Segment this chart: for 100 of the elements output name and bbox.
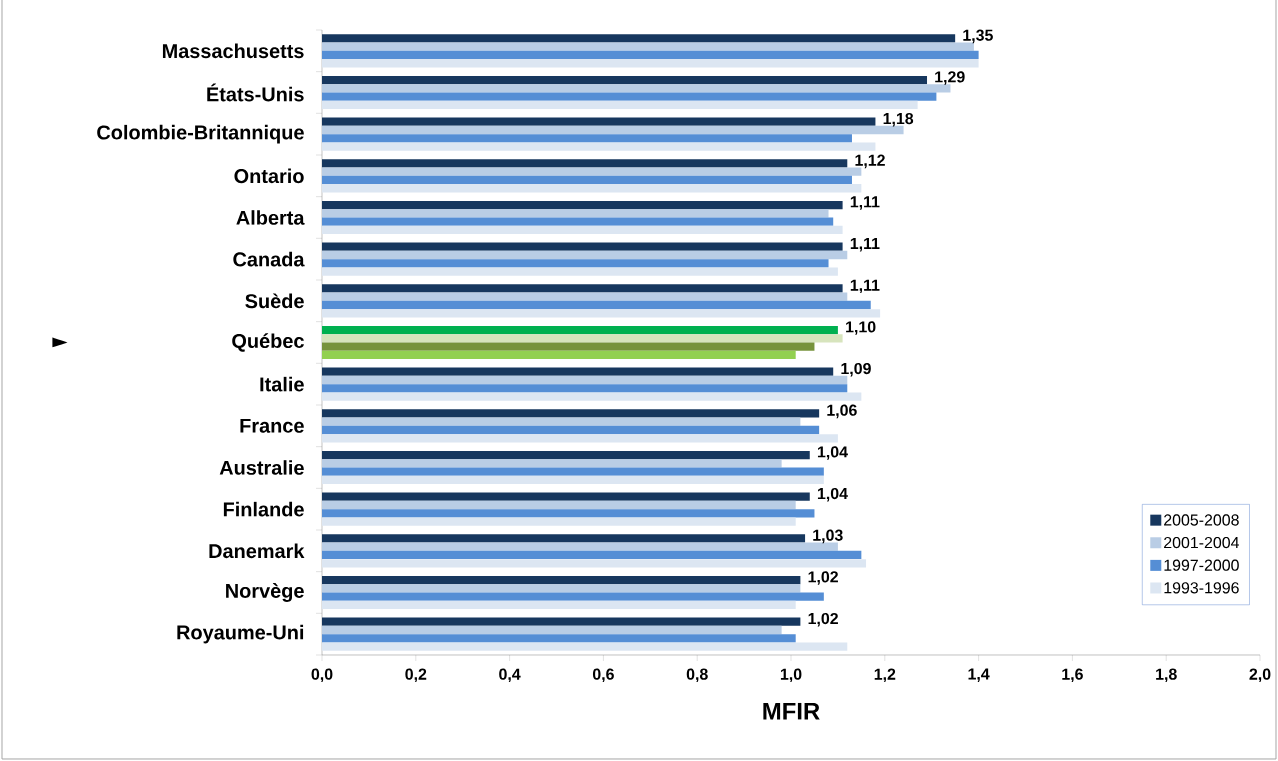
data-label: 1,29	[935, 71, 965, 85]
bar	[322, 467, 824, 476]
bar	[322, 425, 820, 435]
bar	[322, 284, 843, 293]
x-tick-label: 1,0	[780, 668, 802, 683]
legend-label: 2001-2004	[1164, 536, 1240, 549]
bar	[322, 517, 796, 526]
y-tick-label: France	[240, 418, 304, 433]
bar	[322, 209, 829, 218]
bar	[322, 300, 871, 310]
bar	[322, 450, 810, 460]
bar	[322, 159, 848, 168]
bar	[322, 34, 956, 43]
text: ►	[52, 337, 68, 348]
bar	[322, 117, 876, 126]
bar	[322, 617, 801, 626]
bar	[322, 42, 974, 51]
x-tick-label: 2,0	[1249, 668, 1271, 683]
y-tick-label: Massachusetts	[162, 43, 304, 59]
y-tick-label: États-Unis	[207, 83, 304, 102]
legend-label: 1997-2000	[1164, 559, 1239, 571]
data-label: 1,02	[808, 571, 838, 585]
y-tick-label: Finlande	[223, 501, 304, 517]
bar	[322, 575, 801, 585]
y-tick-label: Québec	[232, 333, 304, 352]
bar	[322, 350, 796, 360]
x-tick-label: 1,4	[968, 668, 990, 682]
bar	[322, 492, 810, 501]
x-tick-label: 1,6	[1062, 668, 1083, 683]
data-label: 1,10	[846, 321, 876, 335]
y-tick-label: Colombie-Britannique	[97, 124, 304, 144]
x-tick-label: 1,8	[1156, 668, 1177, 683]
bar	[322, 175, 852, 185]
x-tick-label: 1,2	[874, 668, 896, 683]
bar	[322, 584, 801, 593]
y-tick-label: Suède	[245, 293, 304, 309]
y-tick-label: Royaume-Uni	[177, 624, 304, 644]
bar	[322, 142, 876, 151]
y-tick-label: Australie	[219, 460, 304, 475]
bar	[322, 50, 979, 60]
y-tick-label: Alberta	[236, 210, 305, 225]
data-label: 1,11	[850, 279, 880, 294]
bar	[322, 559, 867, 568]
data-label: 1,11	[850, 237, 880, 252]
bar	[322, 459, 782, 468]
data-label: 1,11	[850, 196, 880, 210]
bar	[322, 367, 834, 376]
bar	[322, 475, 824, 485]
bar	[322, 92, 937, 101]
bar	[322, 592, 824, 601]
y-tick-label: Ontario	[234, 168, 304, 184]
bar	[322, 59, 979, 68]
bar	[322, 392, 862, 401]
x-tick-label: 0,6	[592, 668, 614, 683]
bar	[322, 384, 848, 393]
bar	[322, 250, 848, 260]
y-tick-label: Danemark	[209, 543, 305, 559]
bar	[322, 642, 848, 651]
bar	[322, 334, 843, 343]
bar	[322, 509, 815, 518]
bar	[322, 125, 904, 135]
x-tick-label: 0,0	[311, 668, 333, 683]
bar	[322, 342, 815, 351]
bar	[322, 225, 843, 235]
bar	[322, 292, 848, 301]
data-label: 1,18	[883, 112, 914, 127]
data-label: 1,12	[855, 154, 885, 169]
bar	[322, 634, 796, 643]
bar	[322, 542, 838, 551]
x-tick-label: 0,2	[405, 668, 427, 683]
x-tick-label: 0,8	[686, 668, 708, 683]
bar	[322, 434, 838, 443]
bar	[322, 500, 796, 510]
bar	[322, 267, 838, 276]
bar	[322, 84, 951, 93]
y-tick-label: Canada	[233, 251, 305, 267]
bar	[322, 600, 796, 610]
data-label: 1,35	[963, 29, 993, 44]
bar	[322, 325, 838, 335]
bar	[322, 550, 862, 560]
data-label: 1,03	[813, 529, 843, 544]
data-label: 1,04	[817, 446, 848, 460]
bar	[322, 534, 806, 543]
data-label: 1,02	[808, 612, 838, 627]
bar	[322, 200, 843, 210]
bar	[322, 375, 848, 385]
legend-label: 2005-2008	[1164, 514, 1239, 526]
bar	[322, 100, 918, 110]
bar	[322, 625, 782, 635]
bar	[322, 167, 862, 176]
bar	[322, 184, 862, 193]
bar	[322, 242, 843, 251]
bar	[322, 217, 834, 226]
y-tick-label: Norvège	[226, 583, 304, 602]
bar	[322, 309, 881, 318]
data-label: 1,09	[841, 362, 871, 377]
bar	[322, 75, 928, 85]
data-label: 1,06	[827, 404, 857, 419]
bar	[322, 409, 820, 418]
x-tick-label: 0,4	[499, 668, 521, 683]
